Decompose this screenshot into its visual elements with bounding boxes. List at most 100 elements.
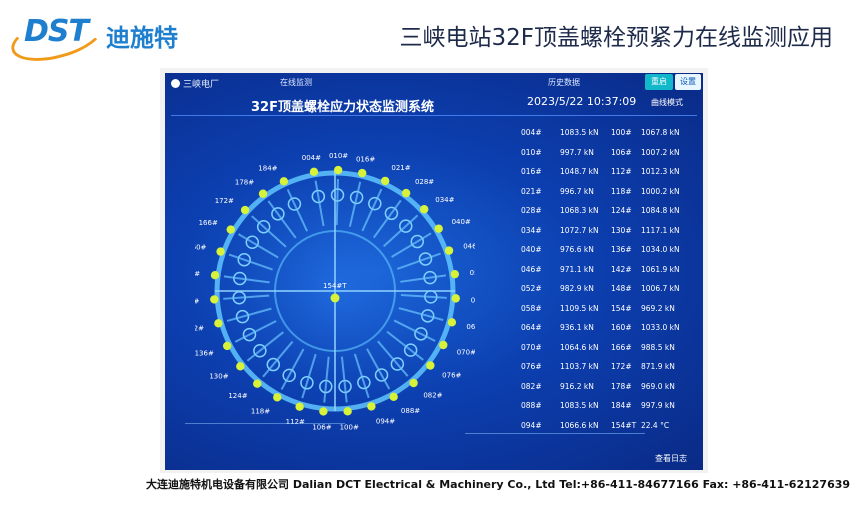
dial-spoke — [314, 180, 325, 227]
dial-spoke — [251, 215, 287, 248]
bolt-marker-088[interactable] — [389, 392, 398, 402]
bolt-force: 1117.1 kN — [641, 225, 680, 235]
bolt-hole — [410, 234, 425, 249]
bolt-id: 178# — [611, 381, 632, 391]
bolt-force: 1084.8 kN — [641, 206, 680, 215]
bolt-marker-028[interactable] — [401, 188, 411, 198]
reading-row: 058# 1109.5 kN 154# 969.2 kN — [503, 300, 703, 320]
bolt-force: 1066.6 kN — [560, 420, 599, 430]
bolt-id: 154#T — [611, 420, 637, 430]
bolt-marker-034[interactable] — [420, 205, 429, 214]
dial-spoke — [237, 233, 279, 259]
dial-spoke — [262, 340, 294, 378]
bolt-marker-154[interactable] — [210, 271, 220, 280]
bolt-hole — [256, 220, 271, 234]
bolt-marker-070[interactable] — [439, 340, 448, 350]
bolt-marker-112[interactable] — [295, 402, 304, 411]
bolt-hole — [368, 196, 382, 211]
bolt-marker-166[interactable] — [226, 225, 235, 234]
bolt-marker-094[interactable] — [367, 402, 376, 411]
bolt-marker-130[interactable] — [236, 362, 245, 371]
bolt-id: 064# — [521, 323, 542, 332]
bolt-marker-064[interactable] — [447, 318, 457, 327]
bolt-force: 988.5 kN — [641, 342, 675, 352]
decor-line — [465, 433, 645, 434]
reading-row: 052# 982.9 kN 148# 1006.7 kN — [503, 280, 703, 300]
bolt-marker-106[interactable] — [319, 407, 328, 416]
bolt-force: 1012.3 kN — [641, 167, 680, 176]
logo-latin: DST — [24, 14, 89, 49]
bolt-id: 184# — [611, 401, 632, 410]
bolt-id: 148# — [611, 284, 632, 293]
bolt-force: 996.7 kN — [560, 186, 594, 196]
bolt-force: 1109.5 kN — [560, 303, 599, 313]
bolt-marker-124[interactable] — [253, 379, 262, 388]
bolt-hole — [242, 327, 257, 342]
reading-row: 076# 1103.7 kN 172# 871.9 kN — [503, 358, 703, 378]
bolt-hole — [311, 189, 326, 204]
reading-row: 088# 1083.5 kN 184# 997.9 kN — [503, 397, 703, 417]
bolt-marker-040[interactable] — [434, 224, 443, 233]
bolt-label-064: 064# — [466, 323, 475, 331]
nav-history-data[interactable]: 历史数据 — [548, 78, 580, 87]
nav-online-monitoring[interactable]: 在线监测 — [280, 78, 312, 87]
dial-spoke — [361, 188, 383, 232]
dial-spoke — [286, 189, 309, 232]
monitor-screen: 三峡电厂 在线监测 历史数据 重启 设置 32F顶盖螺栓应力状态监测系统 202… — [165, 73, 703, 470]
bolt-marker-184[interactable] — [279, 177, 289, 186]
bolt-hole — [235, 309, 250, 324]
bolt-force: 936.1 kN — [560, 323, 594, 332]
bolt-label-160: 160# — [195, 244, 207, 252]
bolt-marker-148[interactable] — [210, 295, 219, 304]
bolt-hole — [245, 235, 260, 250]
bolt-marker-142[interactable] — [214, 319, 223, 328]
bolt-force: 1007.2 kN — [641, 147, 680, 157]
bolt-marker-172[interactable] — [240, 205, 250, 215]
bolt-id: 034# — [521, 225, 542, 235]
bolt-id: 166# — [611, 342, 632, 352]
bolt-marker-046[interactable] — [444, 246, 454, 255]
dial-spoke — [223, 294, 270, 300]
bolt-id: 010# — [521, 147, 542, 157]
reset-button[interactable]: 重启 — [645, 74, 673, 90]
bolt-hole — [357, 375, 371, 390]
bolt-id: 082# — [521, 381, 542, 391]
bolt-marker-082[interactable] — [409, 378, 418, 388]
view-log-button[interactable]: 查看日志 — [655, 454, 687, 463]
bolt-marker-021[interactable] — [380, 176, 390, 186]
bolt-force: 1067.8 kN — [641, 128, 680, 137]
curve-mode-button[interactable]: 曲线模式 — [651, 98, 683, 107]
bolt-marker-118[interactable] — [273, 393, 282, 402]
bolt-id: 052# — [521, 284, 542, 293]
bolt-marker-010[interactable] — [333, 165, 343, 175]
bolt-marker-136[interactable] — [222, 341, 232, 351]
bolt-force: 997.9 kN — [641, 401, 675, 410]
bolt-hole — [253, 344, 267, 358]
bolt-id: 130# — [611, 225, 632, 235]
reading-row: 064# 936.1 kN 160# 1033.0 kN — [503, 319, 703, 339]
bolt-marker-016[interactable] — [358, 168, 367, 178]
bolt-marker-052[interactable] — [450, 269, 460, 279]
bolt-marker-004[interactable] — [309, 167, 319, 177]
bolt-marker-160[interactable] — [216, 247, 225, 256]
bolt-hole — [349, 190, 364, 205]
bolt-label-172: 172# — [215, 197, 234, 205]
dial-spoke — [393, 319, 436, 342]
bolt-hole — [287, 197, 302, 211]
bolt-hole — [266, 357, 281, 372]
bolt-force: 971.1 kN — [560, 264, 594, 274]
bolt-label-106: 106# — [312, 423, 331, 431]
bolt-marker-058[interactable] — [451, 294, 460, 303]
dial-spoke — [246, 331, 284, 362]
settings-button[interactable]: 设置 — [675, 74, 701, 90]
bolt-marker-178[interactable] — [258, 189, 268, 198]
reading-row: 016# 1048.7 kN 112# 1012.3 kN — [503, 163, 703, 183]
bolt-marker-076[interactable] — [426, 361, 435, 370]
bolt-force: 1000.2 kN — [641, 186, 680, 196]
dial-spoke — [400, 294, 447, 299]
datetime: 2023/5/22 10:37:09 — [527, 95, 637, 108]
center-sensor-marker[interactable] — [330, 293, 340, 303]
bolt-force: 1033.0 kN — [641, 323, 680, 332]
dial-spoke — [340, 356, 348, 403]
bolt-marker-100[interactable] — [343, 407, 352, 416]
